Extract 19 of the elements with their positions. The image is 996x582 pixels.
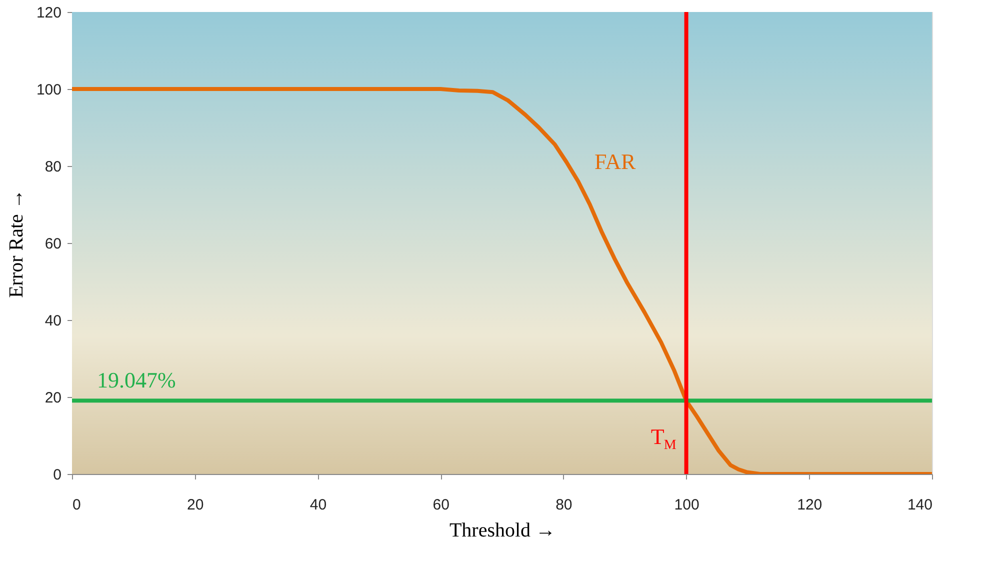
y-tick-label: 120 (36, 4, 62, 22)
x-tick-label: 0 (72, 496, 81, 514)
y-tick-label: 0 (53, 466, 62, 484)
x-tick-label: 80 (556, 496, 572, 514)
x-tick-label: 20 (187, 496, 204, 514)
ref-line-label: 19.047% (97, 368, 176, 393)
y-axis-title: Error Rate → (5, 189, 28, 298)
x-tick-label: 100 (674, 496, 700, 514)
x-tick-label: 40 (310, 496, 327, 514)
y-tick-label: 20 (44, 390, 62, 406)
x-axis-title: Threshold → (449, 520, 556, 542)
y-tick-label: 60 (44, 236, 62, 252)
y-tick-label: 80 (44, 158, 62, 176)
x-tick-label: 120 (797, 496, 822, 514)
series-label: FAR (594, 149, 636, 174)
x-tick-label: 60 (432, 496, 450, 514)
y-tick-label: 100 (36, 82, 62, 98)
y-tick-label: 40 (44, 312, 62, 330)
x-tick-label: 140 (907, 496, 932, 514)
